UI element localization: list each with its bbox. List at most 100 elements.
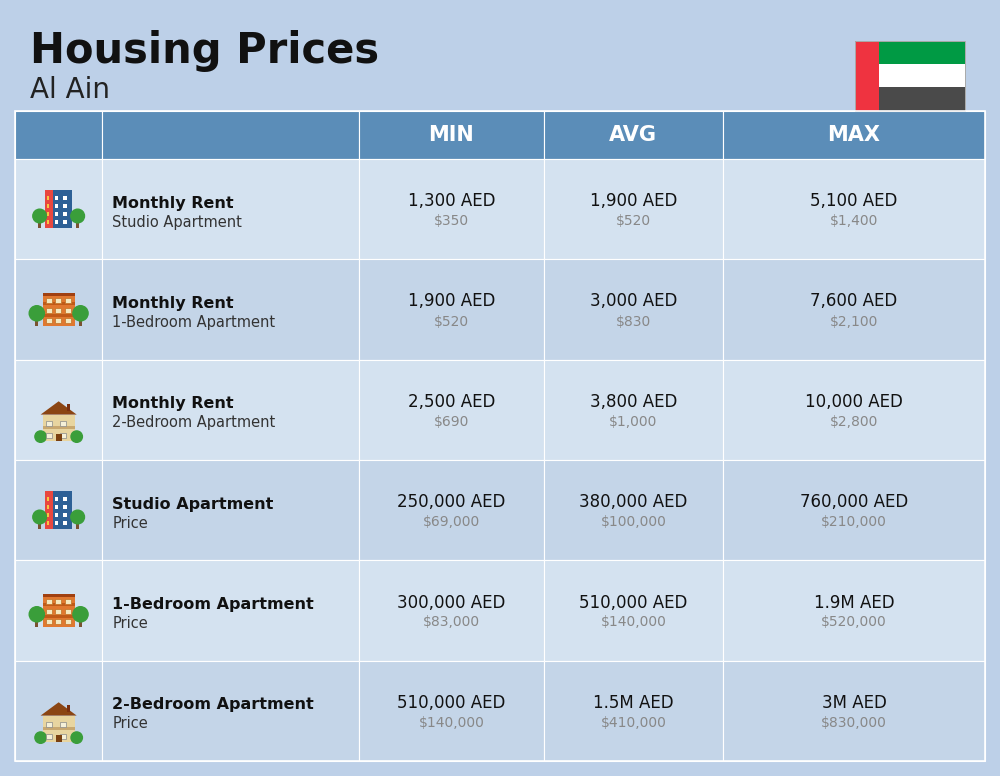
Text: $830,000: $830,000 <box>821 715 887 730</box>
Bar <box>15 660 102 761</box>
Bar <box>65 298 71 303</box>
Bar <box>65 599 71 604</box>
Bar <box>42 594 75 597</box>
Bar <box>55 599 61 604</box>
Bar <box>45 190 72 228</box>
Bar <box>46 318 52 323</box>
Text: 1.5M AED: 1.5M AED <box>593 694 674 712</box>
Bar <box>63 212 67 216</box>
Text: $690: $690 <box>434 415 469 429</box>
Text: $520: $520 <box>434 314 469 328</box>
Text: $210,000: $210,000 <box>821 515 887 529</box>
Bar <box>544 460 723 560</box>
Text: 1,300 AED: 1,300 AED <box>408 192 495 210</box>
Bar <box>76 522 79 529</box>
Text: Studio Apartment: Studio Apartment <box>112 497 274 511</box>
Circle shape <box>71 210 84 223</box>
Text: 2-Bedroom Apartment: 2-Bedroom Apartment <box>112 698 314 712</box>
Bar <box>76 221 79 228</box>
Bar <box>55 619 61 624</box>
Bar <box>79 319 82 326</box>
Bar <box>359 460 544 560</box>
Text: $2,800: $2,800 <box>830 415 878 429</box>
Bar <box>63 521 67 525</box>
Bar <box>55 318 61 323</box>
Circle shape <box>73 306 88 321</box>
Circle shape <box>35 431 46 442</box>
Bar <box>46 722 52 727</box>
Bar <box>42 615 75 618</box>
Text: $1,000: $1,000 <box>609 415 658 429</box>
Bar <box>723 159 985 259</box>
Bar <box>63 196 67 199</box>
Bar <box>56 434 62 442</box>
Bar <box>63 204 67 208</box>
Bar <box>45 491 72 529</box>
Bar <box>65 318 71 323</box>
Bar <box>42 594 75 627</box>
Text: 3,800 AED: 3,800 AED <box>590 393 677 411</box>
Text: 300,000 AED: 300,000 AED <box>397 594 506 611</box>
Polygon shape <box>41 702 77 715</box>
Text: 3,000 AED: 3,000 AED <box>590 293 677 310</box>
Text: 2-Bedroom Apartment: 2-Bedroom Apartment <box>112 415 276 431</box>
Bar <box>63 497 67 501</box>
Bar <box>65 308 71 313</box>
Bar <box>723 259 985 359</box>
Bar <box>42 414 75 442</box>
Bar <box>47 212 49 216</box>
Bar <box>63 505 67 508</box>
Bar <box>65 619 71 624</box>
Bar <box>102 159 359 259</box>
Text: 2,500 AED: 2,500 AED <box>408 393 495 411</box>
Text: 1,900 AED: 1,900 AED <box>408 293 495 310</box>
Bar <box>723 460 985 560</box>
Text: $520,000: $520,000 <box>821 615 887 629</box>
Bar <box>723 359 985 460</box>
Bar <box>15 111 985 761</box>
Circle shape <box>71 510 84 524</box>
Bar <box>55 196 58 199</box>
Bar <box>723 560 985 660</box>
Bar <box>544 159 723 259</box>
Text: $410,000: $410,000 <box>600 715 666 730</box>
Bar <box>45 491 53 529</box>
Bar <box>42 715 75 742</box>
Text: Housing Prices: Housing Prices <box>30 30 379 72</box>
Circle shape <box>33 510 46 524</box>
Text: Monthly Rent: Monthly Rent <box>112 296 234 311</box>
Bar <box>47 196 49 199</box>
Text: Price: Price <box>112 616 148 631</box>
Bar <box>723 660 985 761</box>
Text: 7,600 AED: 7,600 AED <box>810 293 898 310</box>
Bar <box>67 705 70 712</box>
Bar <box>15 359 102 460</box>
Bar <box>879 87 965 111</box>
Bar <box>47 505 49 508</box>
Bar <box>55 609 61 614</box>
Bar <box>359 159 544 259</box>
Bar <box>15 111 102 159</box>
Text: Price: Price <box>112 516 148 531</box>
Bar <box>42 293 75 326</box>
Bar <box>55 521 58 525</box>
Bar <box>47 497 49 501</box>
Text: $100,000: $100,000 <box>600 515 666 529</box>
Bar <box>15 259 102 359</box>
Bar <box>60 722 66 727</box>
Bar <box>46 308 52 313</box>
Bar <box>42 293 75 296</box>
Bar <box>879 41 965 64</box>
Bar <box>55 505 58 508</box>
Text: Price: Price <box>112 716 148 731</box>
Bar <box>723 111 985 159</box>
Bar <box>67 404 70 411</box>
Bar <box>46 619 52 624</box>
Bar <box>544 259 723 359</box>
Bar <box>46 733 52 739</box>
Text: $2,100: $2,100 <box>830 314 878 328</box>
Circle shape <box>29 607 44 622</box>
Text: 250,000 AED: 250,000 AED <box>397 494 506 511</box>
Bar <box>79 619 82 627</box>
Bar <box>38 221 41 228</box>
